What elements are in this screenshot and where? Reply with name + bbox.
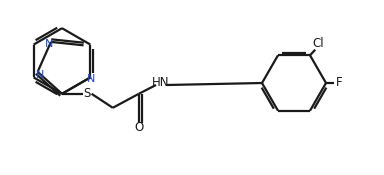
Text: HN: HN: [152, 76, 170, 89]
Text: S: S: [83, 87, 91, 100]
Text: N: N: [35, 70, 44, 80]
Text: O: O: [134, 121, 144, 134]
Text: N: N: [45, 39, 53, 49]
Text: Cl: Cl: [312, 37, 324, 50]
Text: N: N: [87, 74, 95, 84]
Text: F: F: [336, 76, 343, 89]
